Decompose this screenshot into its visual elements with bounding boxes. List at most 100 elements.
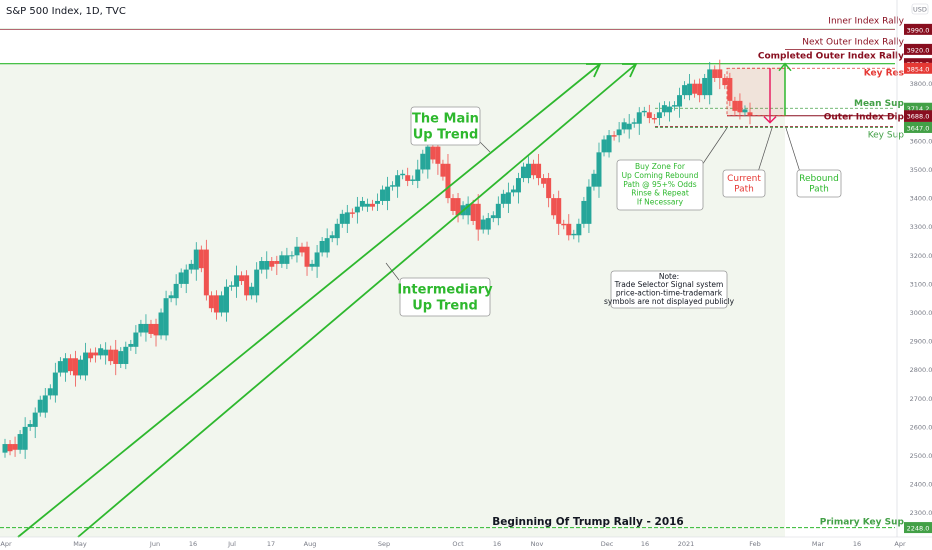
x-tick-label: Mar <box>812 540 825 548</box>
trump-rally-label: Beginning Of Trump Rally - 2016 <box>492 516 683 528</box>
candle-body <box>395 175 401 187</box>
candle-body <box>722 77 728 86</box>
candle-body <box>364 203 370 207</box>
main-trend-line <box>17 63 601 538</box>
y-tick-label: 2400.0 <box>910 481 932 489</box>
candle-body <box>717 69 723 78</box>
candle-body <box>727 77 733 101</box>
current-path-text: Path <box>734 184 754 194</box>
candle-body <box>304 246 310 267</box>
main-up-trend-box <box>410 106 481 146</box>
level-label: Primary Key Sup <box>820 518 905 528</box>
y-tick-label: 3500.0 <box>910 166 932 174</box>
candle-body <box>621 122 627 130</box>
candle-body <box>52 372 58 396</box>
intermediary-up-trend-text: Intermediary <box>397 283 493 298</box>
candle-body <box>57 361 63 373</box>
y-tick-label: 2500.0 <box>910 452 932 460</box>
candle-body <box>17 434 23 450</box>
candle-body <box>88 352 94 359</box>
candle-body <box>702 77 708 96</box>
candle-body <box>526 163 532 179</box>
candle-body <box>349 212 355 214</box>
rebound-path-box <box>796 169 842 198</box>
candle-body <box>551 198 557 216</box>
x-tick-label: Sep <box>378 540 390 548</box>
candle-body <box>485 218 491 230</box>
candle-body <box>113 349 119 364</box>
candle-body <box>682 85 688 96</box>
candle-body <box>198 249 204 269</box>
candle-body <box>707 69 713 96</box>
y-tick-label: 3300.0 <box>910 223 932 231</box>
x-tick-label: 16 <box>853 540 861 548</box>
main-trend-arrowhead <box>586 63 602 78</box>
candle-body <box>546 178 552 199</box>
candle-body <box>455 198 461 216</box>
candle-body <box>93 352 99 356</box>
note-text: symbols are not displayed publicly <box>604 297 735 306</box>
candle-body <box>269 261 275 267</box>
candle-body <box>72 358 78 376</box>
candle-body <box>284 255 290 264</box>
candle-body <box>430 146 436 160</box>
candle-body <box>274 261 280 264</box>
candle-body <box>78 359 84 376</box>
candle-body <box>626 123 632 130</box>
candle-body <box>687 83 693 96</box>
candle-body <box>12 444 18 450</box>
level-label: Key Res <box>864 68 904 78</box>
main-trend-connector <box>479 141 491 153</box>
candle-body <box>218 295 224 313</box>
candle-body <box>138 323 144 333</box>
rebound-path-text: Rebound <box>799 174 839 184</box>
intermediary-connector <box>385 262 400 281</box>
candle-body <box>606 135 612 153</box>
level-label: Next Outer Index Rally <box>802 37 904 47</box>
currency-label: USD <box>913 6 927 14</box>
buy-zone-text: Up Coming Rebound <box>622 171 699 180</box>
x-tick-label: Jun <box>149 540 160 548</box>
candle-body <box>576 223 582 236</box>
candle-body <box>541 178 547 184</box>
level-label: Outer Index Dip <box>824 113 905 123</box>
candle-body <box>42 395 48 413</box>
candle-body <box>319 241 325 253</box>
candle-body <box>193 249 199 270</box>
candle-body <box>500 193 506 204</box>
y-tick-label: 3100.0 <box>910 280 932 288</box>
candle-body <box>405 175 411 181</box>
x-tick-label: Feb <box>749 540 761 548</box>
candle-body <box>354 206 360 213</box>
x-tick-label: May <box>73 540 87 548</box>
candle-body <box>239 275 245 282</box>
candle-body <box>651 118 657 120</box>
candle-body <box>249 286 255 296</box>
y-tick-label: 2700.0 <box>910 395 932 403</box>
y-tick-label: 2300.0 <box>910 509 932 517</box>
current-path-box <box>722 169 766 198</box>
candle-body <box>747 112 753 116</box>
candle-body <box>118 351 124 364</box>
candle-body <box>359 200 365 207</box>
price-tag-text: 3647.0 <box>907 124 930 132</box>
candle-body <box>67 358 73 372</box>
x-tick-label: Nov <box>531 540 544 548</box>
candle-body <box>108 349 114 362</box>
candle-body <box>415 169 421 181</box>
candle-body <box>148 323 154 334</box>
candle-body <box>631 122 637 124</box>
candle-body <box>133 332 139 347</box>
candle-body <box>188 263 194 270</box>
candle-body <box>375 200 380 204</box>
candle-body <box>208 295 214 309</box>
price-tag <box>904 62 932 74</box>
y-tick-label: 2800.0 <box>910 366 932 374</box>
rebound-path-arrowhead <box>778 62 792 72</box>
candle-body <box>62 358 68 373</box>
candle-body <box>229 285 235 287</box>
price-tag-text: 3854.0 <box>907 65 930 73</box>
